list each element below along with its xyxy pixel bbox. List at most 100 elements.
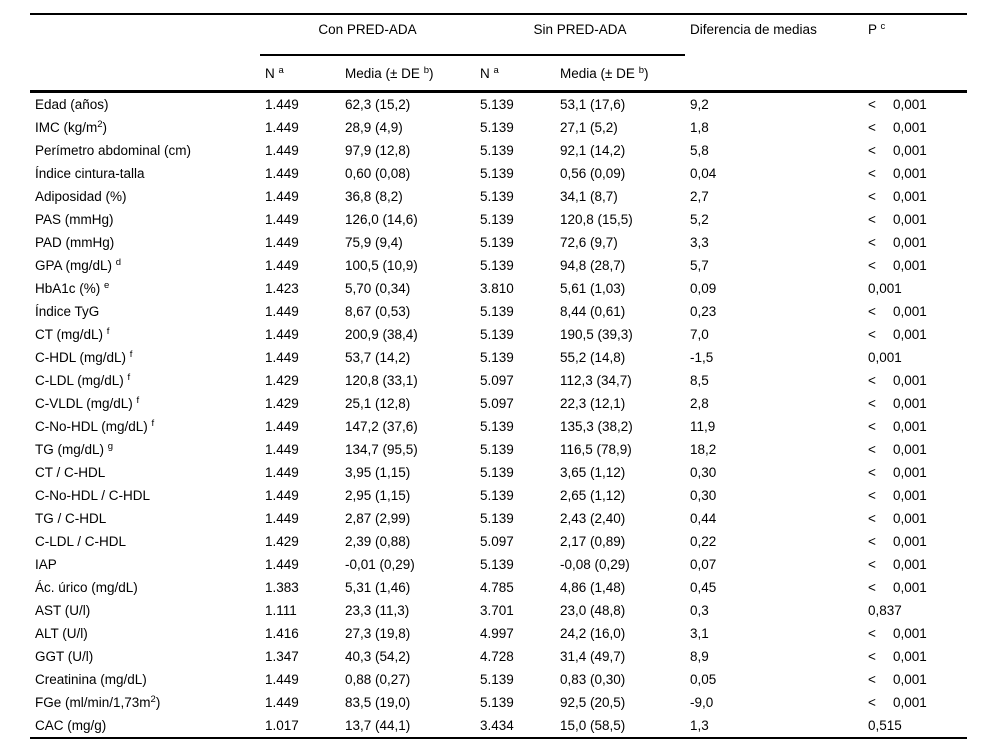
media-con-value: 100,5 (10,9): [345, 258, 418, 273]
less-than-sign: <: [868, 442, 876, 457]
comparison-table: Con PRED-ADA Sin PRED-ADA Diferencia de …: [30, 13, 967, 739]
less-than-sign: <: [868, 212, 876, 227]
less-than-sign: <: [868, 373, 876, 388]
diff-value: -1,5: [690, 350, 714, 365]
n-sin-value: 5.139: [480, 327, 514, 342]
n-sin-value: 4.785: [480, 580, 514, 595]
diff-value: 3,1: [690, 626, 709, 641]
n-con-value: 1.449: [265, 442, 299, 457]
diff-value: 8,9: [690, 649, 709, 664]
p-value: <0,001: [863, 668, 967, 691]
media-sin-value: 2,65 (1,12): [560, 488, 626, 503]
table-row: C-No-HDL (mg/dL) f 1.449 147,2 (37,6) 5.…: [30, 415, 967, 438]
table-row: ALT (U/l) 1.416 27,3 (19,8) 4.997 24,2 (…: [30, 622, 967, 645]
n-sin-value: 5.139: [480, 166, 514, 181]
p-number: 0,001: [893, 143, 927, 158]
p-value: 0,001: [863, 346, 967, 369]
n-sin-value: 5.139: [480, 304, 514, 319]
table-row: Índice TyG 1.449 8,67 (0,53) 5.139 8,44 …: [30, 300, 967, 323]
n-con-value: 1.449: [265, 695, 299, 710]
media-con-value: 200,9 (38,4): [345, 327, 418, 342]
row-label: PAS (mmHg): [35, 212, 114, 227]
less-than-sign: <: [868, 557, 876, 572]
table-row: CT / C-HDL 1.449 3,95 (1,15) 5.139 3,65 …: [30, 461, 967, 484]
media-con-value: 147,2 (37,6): [345, 419, 418, 434]
diff-value: 0,23: [690, 304, 717, 319]
n-con-value: 1.449: [265, 212, 299, 227]
n-sin-value: 5.139: [480, 97, 514, 112]
media-sin-value: 120,8 (15,5): [560, 212, 633, 227]
p-number: 0,001: [893, 511, 927, 526]
p-value: <0,001: [863, 323, 967, 346]
diff-value: 8,5: [690, 373, 709, 388]
less-than-sign: <: [868, 166, 876, 181]
n-sin-value: 5.097: [480, 396, 514, 411]
n-con-value: 1.429: [265, 534, 299, 549]
n-con-value: 1.449: [265, 350, 299, 365]
media-con-value: 25,1 (12,8): [345, 396, 411, 411]
media-sin-value: 22,3 (12,1): [560, 396, 626, 411]
media-con-value: 0,88 (0,27): [345, 672, 411, 687]
p-value: <0,001: [863, 185, 967, 208]
less-than-sign: <: [868, 580, 876, 595]
p-value: 0,515: [863, 714, 967, 738]
p-value: <0,001: [863, 438, 967, 461]
media-con-value: 2,39 (0,88): [345, 534, 411, 549]
p-number: 0,001: [893, 120, 927, 135]
p-value: <0,001: [863, 392, 967, 415]
table-row: Perímetro abdominal (cm) 1.449 97,9 (12,…: [30, 139, 967, 162]
diff-value: 9,2: [690, 97, 709, 112]
row-label: Ác. úrico (mg/dL): [35, 580, 138, 595]
diff-value: 18,2: [690, 442, 717, 457]
p-value: <0,001: [863, 300, 967, 323]
n-sin-value: 5.139: [480, 120, 514, 135]
media-sin-value: 2,17 (0,89): [560, 534, 626, 549]
header-media-sin: Media (± DE b): [555, 55, 685, 93]
less-than-sign: <: [868, 626, 876, 641]
p-value: <0,001: [863, 116, 967, 139]
n-con-value: 1.449: [265, 143, 299, 158]
p-value: 0,837: [863, 599, 967, 622]
media-sin-value: 2,43 (2,40): [560, 511, 626, 526]
p-number: 0,001: [893, 672, 927, 687]
media-sin-value: 5,61 (1,03): [560, 281, 626, 296]
header-n-con: N a: [260, 55, 340, 93]
header-spacer-2: [30, 55, 260, 93]
diff-value: 0,22: [690, 534, 717, 549]
p-value: <0,001: [863, 461, 967, 484]
media-sin-value: 4,86 (1,48): [560, 580, 626, 595]
n-con-value: 1.449: [265, 672, 299, 687]
n-con-value: 1.416: [265, 626, 299, 641]
media-con-value: 2,95 (1,15): [345, 488, 411, 503]
n-con-value: 1.111: [265, 603, 297, 618]
row-label: C-LDL (mg/dL) f: [35, 372, 131, 388]
diff-value: 2,8: [690, 396, 709, 411]
table-row: TG (mg/dL) g 1.449 134,7 (95,5) 5.139 11…: [30, 438, 967, 461]
media-con-value: 5,31 (1,46): [345, 580, 411, 595]
less-than-sign: <: [868, 189, 876, 204]
p-number: 0,515: [868, 718, 902, 733]
table-header: Con PRED-ADA Sin PRED-ADA Diferencia de …: [30, 14, 967, 93]
table-row: HbA1c (%) e 1.423 5,70 (0,34) 3.810 5,61…: [30, 277, 967, 300]
p-number: 0,001: [893, 557, 927, 572]
media-sin-value: 23,0 (48,8): [560, 603, 626, 618]
p-value: <0,001: [863, 645, 967, 668]
diff-value: 7,0: [690, 327, 709, 342]
media-sin-value: 8,44 (0,61): [560, 304, 626, 319]
n-con-value: 1.449: [265, 557, 299, 572]
diff-value: 3,3: [690, 235, 709, 250]
media-con-value: 97,9 (12,8): [345, 143, 411, 158]
table-row: PAD (mmHg) 1.449 75,9 (9,4) 5.139 72,6 (…: [30, 231, 967, 254]
p-number: 0,001: [893, 166, 927, 181]
p-number: 0,001: [868, 350, 902, 365]
n-con-value: 1.449: [265, 258, 299, 273]
less-than-sign: <: [868, 534, 876, 549]
row-label: Índice TyG: [35, 304, 100, 319]
row-label: FGe (ml/min/1,73m2): [35, 694, 161, 710]
table-header-sub: N a Media (± DE b) N a Media (± DE b): [30, 55, 967, 93]
media-con-value: 126,0 (14,6): [345, 212, 418, 227]
diff-value: 0,07: [690, 557, 717, 572]
n-con-value: 1.449: [265, 189, 299, 204]
diff-value: 11,9: [690, 419, 716, 434]
